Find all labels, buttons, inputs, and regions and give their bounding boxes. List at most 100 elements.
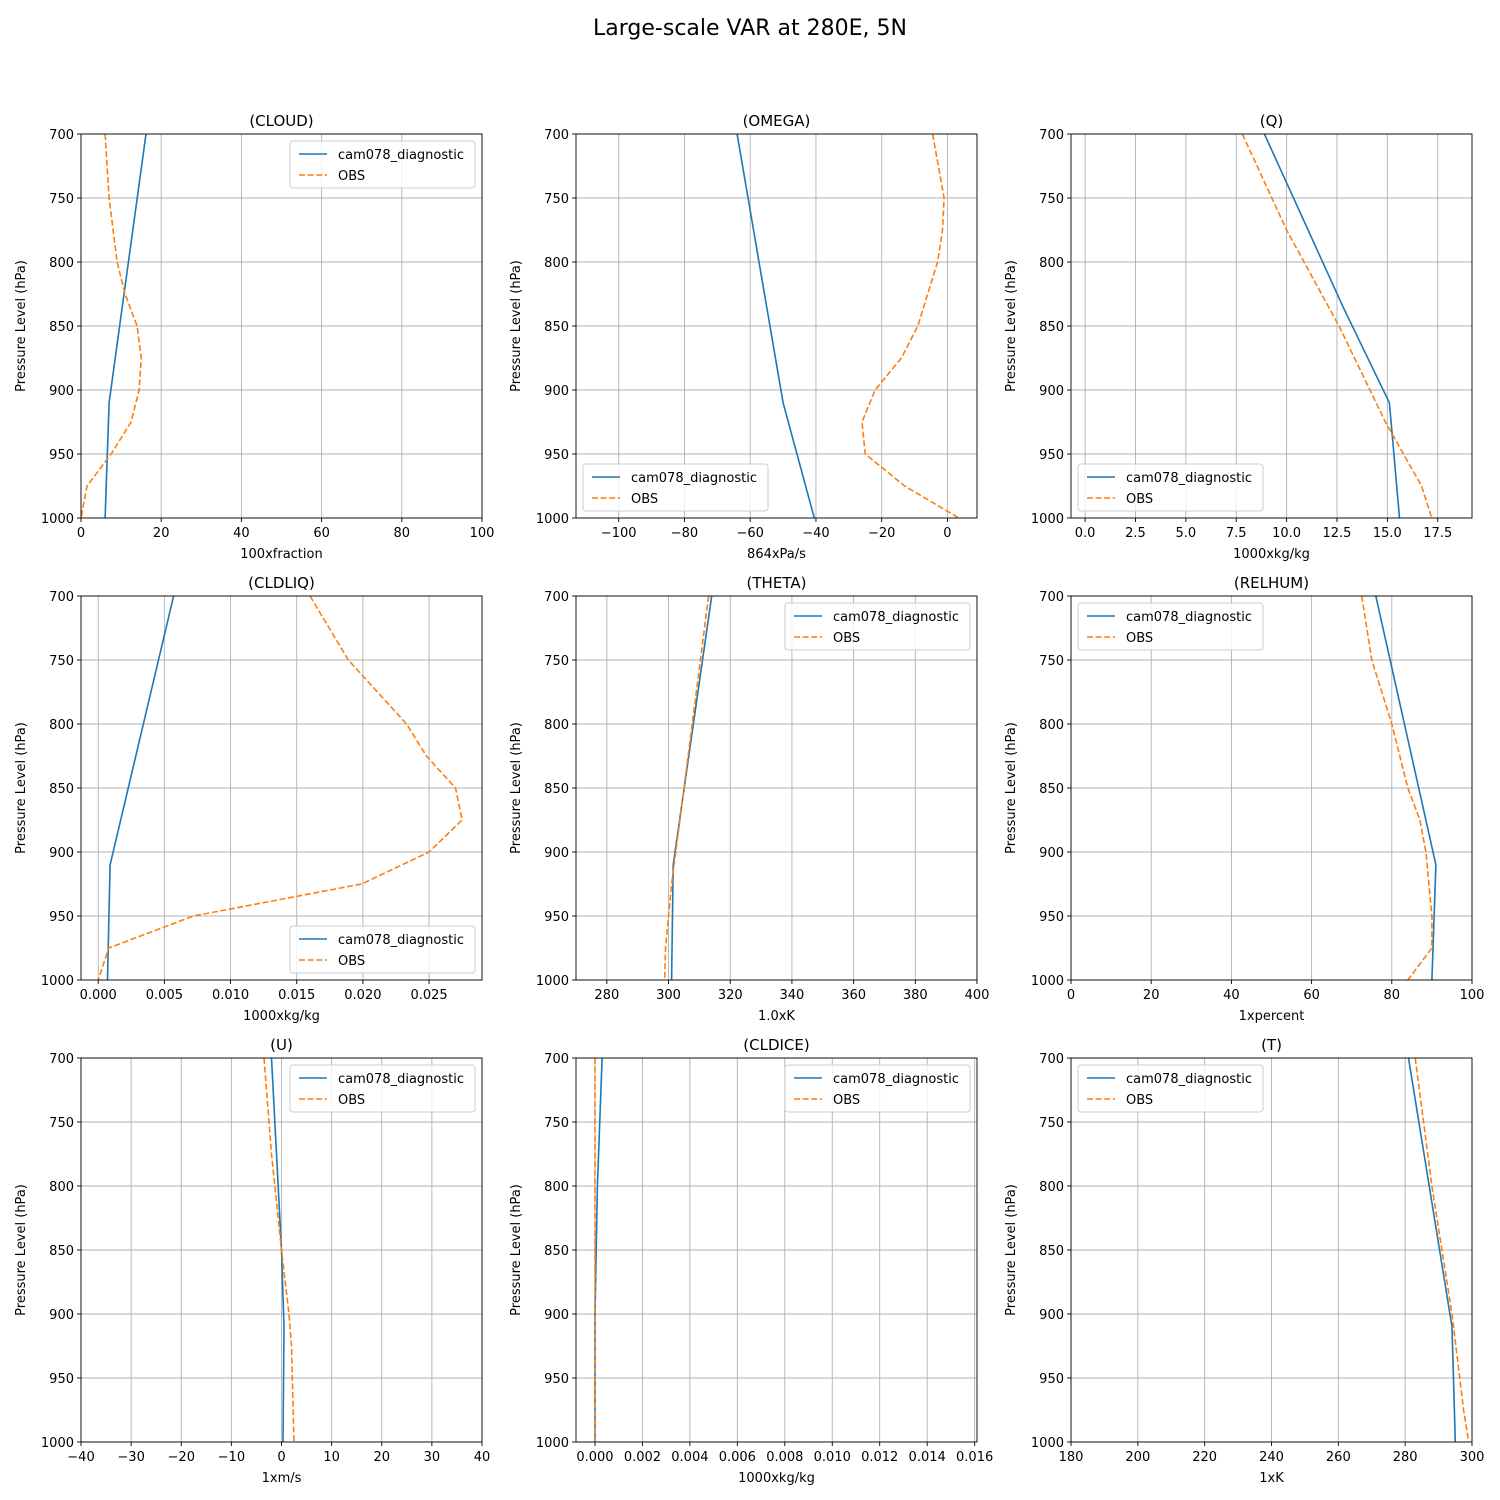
legend: cam078_diagnostic OBS [1077,463,1264,512]
subplot: −40 −30 −20 −10 0 10 20 30 40 700 750 800 850 900 950 1… [14,1036,490,1486]
series-line-obs [263,1058,295,1442]
legend: cam078_diagnostic OBS [289,925,476,974]
x-tick-label: 0.025 [410,988,447,1003]
y-tick-label: 850 [544,782,569,797]
y-tick-label: 1000 [536,1436,569,1451]
subplot: 0 20 40 60 80 100 700 750 800 850 900 950 1000 (RELHU… [1004,574,1484,1024]
y-tick-label: 800 [49,718,74,733]
y-tick-label: 850 [1039,320,1064,335]
series-line-model [1407,1058,1457,1442]
x-tick-label: 220 [1192,1450,1217,1465]
x-tick-label: 7.5 [1226,526,1247,541]
y-tick-label: 750 [49,1116,74,1131]
y-tick-label: 750 [544,1116,569,1131]
y-tick-label: 800 [544,256,569,271]
x-tick-label: 17.5 [1423,526,1452,541]
y-tick-label: 850 [544,320,569,335]
series-line-model [106,596,175,980]
x-tick-label: 200 [1125,1450,1150,1465]
subplot: 0.0 2.5 5.0 7.5 10.0 12.5 15.0 17.5 700 750 800 850… [1004,112,1473,562]
series-line-obs [664,596,710,980]
x-tick-label: 0.006 [719,1450,756,1465]
legend: cam078_diagnostic OBS [1077,1064,1264,1113]
y-tick-label: 950 [1039,1372,1064,1387]
x-tick-label: 40 [474,1450,491,1465]
y-tick-label: 1000 [1031,512,1064,527]
x-tick-label: 15.0 [1373,526,1402,541]
x-tick-label: 0.008 [766,1450,803,1465]
legend: cam078_diagnostic OBS [289,1064,476,1113]
x-tick-label: 0.000 [576,1450,613,1465]
x-tick-label: 12.5 [1323,526,1352,541]
legend-label: cam078_diagnostic [338,1072,464,1087]
series-line-model [270,1058,285,1442]
legend-label: cam078_diagnostic [338,148,464,163]
x-axis-label: 1xpercent [1239,1009,1305,1024]
y-tick-label: 700 [1039,590,1064,605]
subplot-title: (RELHUM) [1234,574,1309,592]
x-tick-label: 280 [1393,1450,1418,1465]
y-axis-label: Pressure Level (hPa) [1004,260,1019,392]
series-line-model [736,134,816,518]
subplot-title: (CLDICE) [743,1036,809,1054]
x-tick-label: 180 [1059,1450,1084,1465]
y-tick-label: 1000 [41,974,74,989]
legend-box [1077,602,1264,651]
series-line-model [1375,596,1437,980]
subplot: 180 200 220 240 260 280 300 700 750 800 850 900 950 1… [1004,1036,1484,1486]
y-axis-label: Pressure Level (hPa) [14,1184,29,1316]
y-tick-label: 1000 [1031,974,1064,989]
x-tick-label: 300 [656,988,681,1003]
legend-box [784,602,971,651]
x-tick-label: 0.015 [278,988,315,1003]
legend-label: OBS [833,631,860,646]
x-tick-label: 0.005 [146,988,183,1003]
y-tick-label: 1000 [536,512,569,527]
x-tick-label: −10 [218,1450,245,1465]
x-tick-label: 0.004 [671,1450,708,1465]
legend-box [1077,463,1264,512]
series-line-obs [81,134,143,518]
x-axis-label: 1xK [1259,1471,1284,1486]
x-tick-label: 100 [1460,988,1485,1003]
y-tick-label: 700 [544,590,569,605]
y-tick-label: 750 [544,192,569,207]
x-tick-label: 20 [153,526,170,541]
x-tick-label: 2.5 [1125,526,1146,541]
subplot-title: (CLDLIQ) [248,574,315,592]
y-tick-label: 900 [1039,1308,1064,1323]
subplot: −100 −80 −60 −40 −20 0 700 750 800 850 900 950 1000 (… [509,112,978,562]
x-axis-label: 864xPa/s [747,547,806,562]
legend-label: OBS [1126,631,1153,646]
y-tick-label: 1000 [536,974,569,989]
y-tick-label: 900 [1039,846,1064,861]
x-axis-label: 1xm/s [262,1471,302,1486]
y-tick-label: 850 [49,1244,74,1259]
x-axis-label: 100xfraction [240,547,322,562]
x-tick-label: 260 [1326,1450,1351,1465]
x-tick-label: 0.002 [624,1450,661,1465]
y-tick-label: 950 [544,448,569,463]
series-line-obs [97,596,463,980]
x-tick-label: 0.000 [80,988,117,1003]
x-tick-label: 60 [313,526,330,541]
x-tick-label: −20 [868,526,895,541]
legend: cam078_diagnostic OBS [1077,602,1264,651]
legend-label: OBS [338,1093,365,1108]
y-tick-label: 900 [544,846,569,861]
legend-label: OBS [338,954,365,969]
y-tick-label: 850 [1039,782,1064,797]
y-tick-label: 950 [1039,910,1064,925]
y-tick-label: 950 [1039,448,1064,463]
x-axis-label: 1000xkg/kg [243,1009,320,1024]
y-tick-label: 800 [49,1180,74,1195]
x-tick-label: 0.010 [814,1450,851,1465]
x-tick-label: −80 [671,526,698,541]
series-line-obs [1241,134,1433,518]
y-tick-label: 900 [544,384,569,399]
x-tick-label: 320 [718,988,743,1003]
legend-label: cam078_diagnostic [1126,1072,1252,1087]
x-axis-label: 1000xkg/kg [1233,547,1310,562]
y-axis-label: Pressure Level (hPa) [14,722,29,854]
